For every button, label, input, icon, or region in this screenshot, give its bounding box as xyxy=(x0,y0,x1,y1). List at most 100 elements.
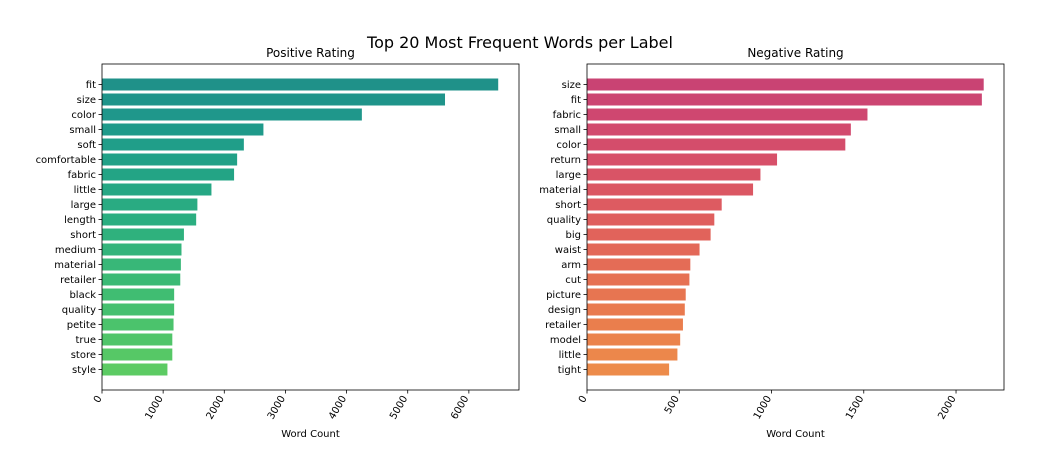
negative-rating-category-label: fit xyxy=(571,95,581,106)
positive-rating-category-label: retailer xyxy=(60,275,97,286)
negative-rating-category-label: large xyxy=(556,170,581,181)
positive-rating-category-label: style xyxy=(72,365,96,376)
positive-rating-bar-fit xyxy=(102,78,499,91)
positive-rating-bar-comfortable xyxy=(102,153,238,166)
negative-rating-bar-retailer xyxy=(587,318,683,331)
negative-rating-category-label: picture xyxy=(546,290,581,301)
negative-rating-bar-design xyxy=(587,303,685,316)
negative-rating-x-axis-label: Word Count xyxy=(766,429,825,440)
negative-rating-category-label: small xyxy=(554,125,581,136)
positive-rating-bar-style xyxy=(102,363,168,376)
positive-rating-bar-large xyxy=(102,198,198,211)
positive-rating-category-label: soft xyxy=(77,140,96,151)
positive-rating-axes-frame xyxy=(101,63,520,391)
negative-rating-category-label: fabric xyxy=(553,110,581,121)
positive-rating-category-label: small xyxy=(69,125,96,136)
negative-rating-y-ticks: size fit fabric small color return large materi… xyxy=(539,80,587,376)
negative-rating-bar-material xyxy=(587,183,754,196)
positive-rating-bar-fabric xyxy=(102,168,235,181)
negative-rating-category-label: cut xyxy=(565,275,581,286)
positive-rating-category-label: quality xyxy=(62,305,96,316)
negative-rating-bar-fit xyxy=(587,93,982,106)
positive-rating-x-tick-label: 3000 xyxy=(266,394,288,422)
negative-rating-category-label: material xyxy=(539,185,581,196)
positive-rating-title: Positive Rating xyxy=(266,46,355,60)
positive-rating-x-tick-label: 2000 xyxy=(205,394,227,422)
figure-title: Top 20 Most Frequent Words per Label xyxy=(366,33,673,52)
positive-rating-bar-little xyxy=(102,183,212,196)
positive-rating-bar-color xyxy=(102,108,362,121)
positive-rating-y-ticks: fit size color small soft comfortable fabric li… xyxy=(36,80,102,376)
negative-rating-category-label: quality xyxy=(547,215,581,226)
positive-rating-category-label: true xyxy=(75,335,96,346)
negative-rating-bar-big xyxy=(587,228,711,241)
positive-rating-x-tick-label: 5000 xyxy=(388,394,410,422)
negative-rating-bar-little xyxy=(587,348,678,361)
negative-rating-x-tick-label: 1500 xyxy=(844,394,866,422)
negative-rating-category-label: big xyxy=(566,230,581,241)
positive-rating-bar-material xyxy=(102,258,181,271)
negative-rating-axes-frame xyxy=(586,63,1005,391)
negative-rating-category-label: retailer xyxy=(545,320,582,331)
positive-rating-category-label: medium xyxy=(55,245,96,256)
positive-rating-x-tick-label: 1000 xyxy=(143,394,165,422)
negative-rating-bar-small xyxy=(587,123,851,136)
positive-rating-x-tick-label: 4000 xyxy=(327,394,349,422)
positive-rating-x-axis-label: Word Count xyxy=(281,429,340,440)
positive-rating-category-label: fit xyxy=(86,80,96,91)
positive-rating-bar-small xyxy=(102,123,264,136)
negative-rating-category-label: size xyxy=(562,80,581,91)
positive-rating-category-label: length xyxy=(64,215,96,226)
negative-rating-bar-waist xyxy=(587,243,700,256)
positive-rating-category-label: fabric xyxy=(68,170,96,181)
positive-rating-category-label: comfortable xyxy=(36,155,96,166)
positive-rating-category-label: short xyxy=(70,230,96,241)
positive-rating-x-tick-label: 0 xyxy=(92,394,105,405)
negative-rating-bar-return xyxy=(587,153,778,166)
positive-rating-category-label: store xyxy=(71,350,96,361)
negative-rating-bar-model xyxy=(587,333,681,346)
positive-rating-bar-black xyxy=(102,288,175,301)
negative-rating-bar-size xyxy=(587,78,984,91)
positive-rating-bar-retailer xyxy=(102,273,181,286)
negative-rating-bar-color xyxy=(587,138,846,151)
negative-rating-category-label: model xyxy=(550,335,581,346)
negative-rating-bar-tight xyxy=(587,363,670,376)
positive-rating-bar-store xyxy=(102,348,173,361)
negative-rating-x-tick-label: 500 xyxy=(663,394,682,416)
negative-rating-category-label: waist xyxy=(555,245,581,256)
negative-rating-x-ticks: 0 500 1000 1500 2000 xyxy=(577,390,959,422)
negative-rating-bar-quality xyxy=(587,213,715,226)
negative-rating-category-label: short xyxy=(555,200,581,211)
positive-rating-bar-short xyxy=(102,228,184,241)
negative-rating-bars xyxy=(587,78,984,376)
negative-rating-x-tick-label: 2000 xyxy=(936,394,958,422)
negative-rating-bar-fabric xyxy=(587,108,868,121)
positive-rating-bars xyxy=(102,78,499,376)
negative-rating-bar-picture xyxy=(587,288,686,301)
positive-rating-category-label: petite xyxy=(67,320,96,331)
negative-rating-bar-cut xyxy=(587,273,690,286)
positive-rating-category-label: large xyxy=(71,200,96,211)
positive-rating-bar-quality xyxy=(102,303,175,316)
positive-rating-bar-soft xyxy=(102,138,244,151)
negative-rating-title: Negative Rating xyxy=(747,46,843,60)
positive-rating-category-label: size xyxy=(77,95,96,106)
negative-rating-category-label: tight xyxy=(558,365,581,376)
positive-rating-category-label: material xyxy=(54,260,96,271)
positive-rating-category-label: little xyxy=(74,185,96,196)
positive-rating-x-ticks: 0 1000 2000 3000 4000 5000 6000 xyxy=(92,390,471,422)
positive-rating-bar-petite xyxy=(102,318,174,331)
positive-rating-bar-true xyxy=(102,333,173,346)
negative-rating-bar-large xyxy=(587,168,761,181)
negative-rating-x-tick-label: 0 xyxy=(577,394,590,405)
positive-rating-bar-medium xyxy=(102,243,182,256)
positive-rating-panel: Positive Rating fit size color small soft com… xyxy=(36,46,520,440)
negative-rating-category-label: arm xyxy=(561,260,581,271)
negative-rating-bar-arm xyxy=(587,258,691,271)
negative-rating-panel: Negative Rating size fit fabric small color r… xyxy=(539,46,1005,440)
positive-rating-bar-size xyxy=(102,93,446,106)
negative-rating-category-label: design xyxy=(548,305,581,316)
negative-rating-category-label: return xyxy=(550,155,581,166)
